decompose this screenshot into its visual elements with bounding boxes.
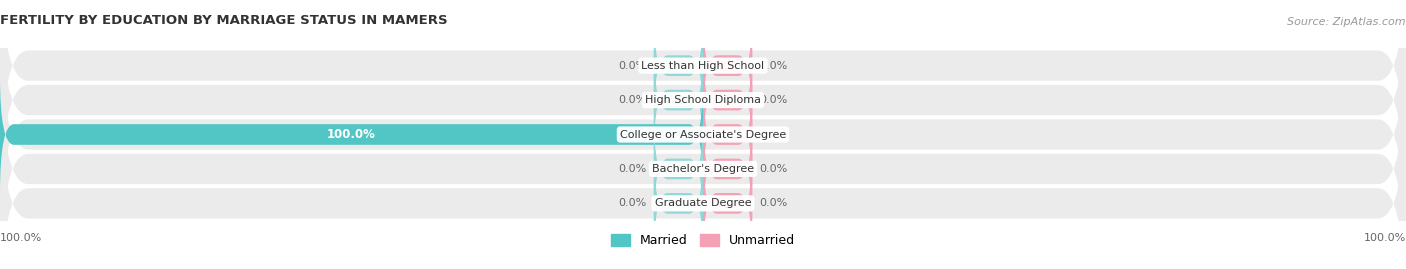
Text: 0.0%: 0.0% (759, 129, 787, 140)
Text: College or Associate's Degree: College or Associate's Degree (620, 129, 786, 140)
Text: 0.0%: 0.0% (619, 61, 647, 71)
FancyBboxPatch shape (703, 7, 752, 124)
Text: 100.0%: 100.0% (1364, 233, 1406, 243)
FancyBboxPatch shape (703, 110, 752, 228)
Text: 100.0%: 100.0% (0, 233, 42, 243)
Legend: Married, Unmarried: Married, Unmarried (606, 229, 800, 252)
Text: 0.0%: 0.0% (759, 198, 787, 208)
FancyBboxPatch shape (0, 76, 703, 193)
FancyBboxPatch shape (0, 0, 1406, 188)
Text: Graduate Degree: Graduate Degree (655, 198, 751, 208)
FancyBboxPatch shape (0, 81, 1406, 269)
FancyBboxPatch shape (0, 46, 1406, 269)
Text: 0.0%: 0.0% (759, 164, 787, 174)
Text: 0.0%: 0.0% (759, 95, 787, 105)
Text: 100.0%: 100.0% (328, 128, 375, 141)
Text: 0.0%: 0.0% (619, 164, 647, 174)
Text: FERTILITY BY EDUCATION BY MARRIAGE STATUS IN MAMERS: FERTILITY BY EDUCATION BY MARRIAGE STATU… (0, 14, 447, 27)
Text: High School Diploma: High School Diploma (645, 95, 761, 105)
Text: 0.0%: 0.0% (619, 198, 647, 208)
Text: Source: ZipAtlas.com: Source: ZipAtlas.com (1288, 17, 1406, 27)
FancyBboxPatch shape (654, 41, 703, 159)
Text: 0.0%: 0.0% (619, 95, 647, 105)
FancyBboxPatch shape (0, 12, 1406, 257)
FancyBboxPatch shape (703, 76, 752, 193)
Text: Less than High School: Less than High School (641, 61, 765, 71)
FancyBboxPatch shape (703, 41, 752, 159)
FancyBboxPatch shape (654, 145, 703, 262)
FancyBboxPatch shape (0, 0, 1406, 223)
FancyBboxPatch shape (654, 110, 703, 228)
Text: 0.0%: 0.0% (759, 61, 787, 71)
Text: Bachelor's Degree: Bachelor's Degree (652, 164, 754, 174)
FancyBboxPatch shape (654, 7, 703, 124)
FancyBboxPatch shape (703, 145, 752, 262)
